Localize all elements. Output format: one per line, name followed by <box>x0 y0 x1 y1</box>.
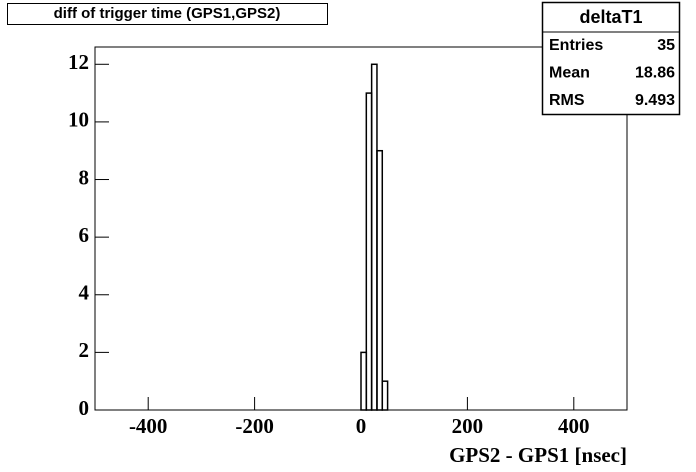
stats-label: Entries <box>549 37 603 54</box>
x-tick-label: 200 <box>452 414 484 438</box>
x-tick-label: 0 <box>356 414 367 438</box>
x-tick-label: 400 <box>558 414 590 438</box>
y-tick-label: 6 <box>79 223 90 247</box>
stats-value: 18.86 <box>635 65 675 82</box>
stats-value: 9.493 <box>635 92 675 109</box>
stats-label: RMS <box>549 92 585 109</box>
y-tick-label: 0 <box>79 396 90 420</box>
bar <box>381 380 389 411</box>
stats-rows: Entries 35 Mean 18.86 RMS 9.493 <box>549 37 675 109</box>
y-tick-label: 10 <box>68 108 89 132</box>
stats-title: deltaT1 <box>579 7 642 27</box>
stats-value: 35 <box>657 37 675 54</box>
x-axis-title: GPS2 - GPS1 [nsec] <box>449 443 627 467</box>
y-tick-label: 8 <box>79 165 90 189</box>
chart-title: diff of trigger time (GPS1,GPS2) <box>54 5 281 22</box>
stats-box <box>541 1 681 116</box>
bar <box>376 149 384 411</box>
stats-label: Mean <box>549 65 590 82</box>
y-tick-label: 2 <box>79 338 90 362</box>
x-tick-label: -200 <box>235 414 274 438</box>
y-tick-label: 12 <box>68 50 89 74</box>
y-tick-label: 4 <box>79 281 90 305</box>
title-box <box>7 3 328 25</box>
x-tick-label: -400 <box>129 414 168 438</box>
